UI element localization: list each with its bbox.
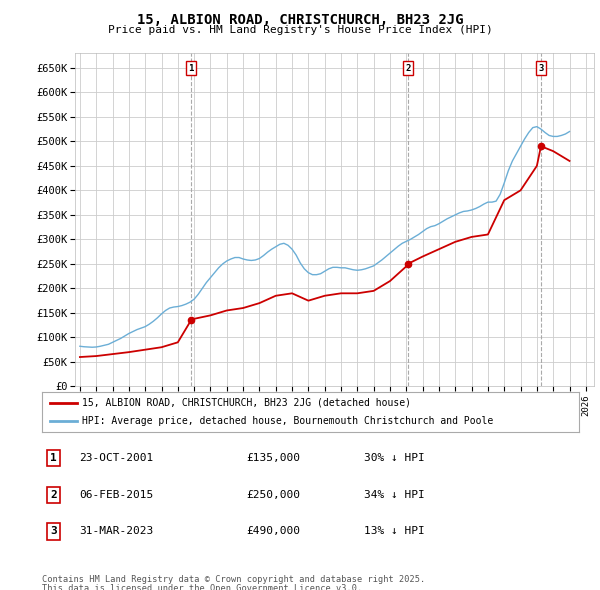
- Text: 15, ALBION ROAD, CHRISTCHURCH, BH23 2JG: 15, ALBION ROAD, CHRISTCHURCH, BH23 2JG: [137, 13, 463, 27]
- Text: £250,000: £250,000: [246, 490, 300, 500]
- Text: £135,000: £135,000: [246, 453, 300, 463]
- Text: 2: 2: [405, 64, 410, 73]
- Text: 13% ↓ HPI: 13% ↓ HPI: [364, 526, 425, 536]
- Text: 31-MAR-2023: 31-MAR-2023: [80, 526, 154, 536]
- Text: 23-OCT-2001: 23-OCT-2001: [80, 453, 154, 463]
- Text: 15, ALBION ROAD, CHRISTCHURCH, BH23 2JG (detached house): 15, ALBION ROAD, CHRISTCHURCH, BH23 2JG …: [82, 398, 411, 408]
- Text: This data is licensed under the Open Government Licence v3.0.: This data is licensed under the Open Gov…: [42, 584, 362, 590]
- Text: 30% ↓ HPI: 30% ↓ HPI: [364, 453, 425, 463]
- Text: HPI: Average price, detached house, Bournemouth Christchurch and Poole: HPI: Average price, detached house, Bour…: [82, 416, 494, 426]
- Text: Price paid vs. HM Land Registry's House Price Index (HPI): Price paid vs. HM Land Registry's House …: [107, 25, 493, 35]
- Text: £490,000: £490,000: [246, 526, 300, 536]
- Text: 1: 1: [50, 453, 57, 463]
- Text: 3: 3: [538, 64, 544, 73]
- Text: 34% ↓ HPI: 34% ↓ HPI: [364, 490, 425, 500]
- Text: 3: 3: [50, 526, 57, 536]
- Text: Contains HM Land Registry data © Crown copyright and database right 2025.: Contains HM Land Registry data © Crown c…: [42, 575, 425, 584]
- Text: 2: 2: [50, 490, 57, 500]
- Text: 06-FEB-2015: 06-FEB-2015: [80, 490, 154, 500]
- Text: 1: 1: [188, 64, 194, 73]
